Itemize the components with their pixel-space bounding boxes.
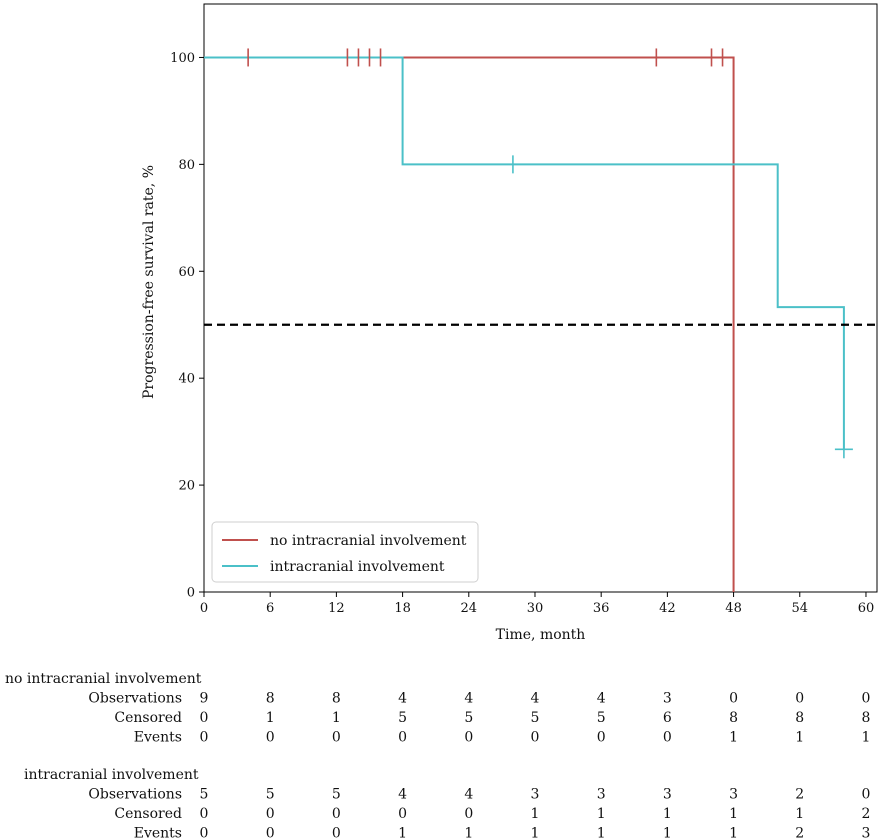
risk-table-cell: 3 xyxy=(531,787,540,803)
risk-table-cell: 1 xyxy=(398,826,407,839)
risk-table-cell: 3 xyxy=(663,691,672,707)
risk-table-cell: 0 xyxy=(332,806,341,822)
risk-table-cell: 9 xyxy=(200,691,209,707)
risk-table-cell: 6 xyxy=(663,710,672,726)
risk-table-cell: 2 xyxy=(862,806,871,822)
risk-table-cell: 1 xyxy=(795,806,804,822)
legend-label-1: no intracranial involvement xyxy=(270,533,467,549)
risk-table-cell: 4 xyxy=(531,691,540,707)
risk-table-cell: 5 xyxy=(200,787,209,803)
x-axis-title: Time, month xyxy=(496,627,586,643)
y-tick-label: 20 xyxy=(178,479,195,494)
risk-table-cell: 0 xyxy=(332,826,341,839)
x-tick-label: 54 xyxy=(791,601,808,616)
risk-table-cell: 3 xyxy=(729,787,738,803)
risk-table-cell: 1 xyxy=(531,826,540,839)
risk-table-cell: 0 xyxy=(200,806,209,822)
risk-table-cell: 1 xyxy=(795,730,804,746)
risk-table-cell: 1 xyxy=(597,806,606,822)
risk-table-cell: 5 xyxy=(266,787,275,803)
plot-frame xyxy=(203,3,878,593)
x-tick-label: 0 xyxy=(200,601,208,616)
risk-table-row-label: Censored xyxy=(114,710,182,726)
risk-table-cell: 4 xyxy=(398,787,407,803)
risk-table-cell: 4 xyxy=(464,787,473,803)
risk-table-cell: 1 xyxy=(862,730,871,746)
risk-table-cell: 1 xyxy=(266,710,275,726)
x-tick-label: 6 xyxy=(266,601,274,616)
risk-table-cell: 0 xyxy=(266,826,275,839)
risk-table-cell: 8 xyxy=(795,710,804,726)
risk-table-cell: 2 xyxy=(795,826,804,839)
risk-table-cell: 0 xyxy=(663,730,672,746)
x-tick-label: 42 xyxy=(659,601,676,616)
risk-table-group-title: intracranial involvement xyxy=(24,767,199,783)
risk-table-cell: 8 xyxy=(729,710,738,726)
risk-table-cell: 2 xyxy=(795,787,804,803)
risk-table-cell: 0 xyxy=(531,730,540,746)
risk-table-cell: 0 xyxy=(200,730,209,746)
risk-table-cell: 0 xyxy=(597,730,606,746)
risk-table-cell: 0 xyxy=(862,691,871,707)
x-tick-label: 24 xyxy=(461,601,478,616)
risk-table-cell: 3 xyxy=(862,826,871,839)
risk-table-cell: 0 xyxy=(464,730,473,746)
risk-table-group-title: no intracranial involvement xyxy=(5,671,202,687)
y-tick-label: 100 xyxy=(170,51,195,66)
risk-table-cell: 1 xyxy=(729,730,738,746)
legend-label-2: intracranial involvement xyxy=(270,559,445,575)
x-tick-label: 48 xyxy=(725,601,742,616)
risk-table-cell: 0 xyxy=(266,806,275,822)
risk-table-cell: 5 xyxy=(464,710,473,726)
risk-table-cell: 1 xyxy=(597,826,606,839)
risk-table-cell: 0 xyxy=(862,787,871,803)
risk-table-cell: 5 xyxy=(531,710,540,726)
risk-table-cell: 4 xyxy=(398,691,407,707)
risk-table-cell: 5 xyxy=(332,787,341,803)
risk-table-cell: 3 xyxy=(597,787,606,803)
risk-table-cell: 0 xyxy=(464,806,473,822)
risk-table-cell: 0 xyxy=(266,730,275,746)
y-tick-label: 40 xyxy=(178,372,195,387)
km-curve-2 xyxy=(204,56,845,450)
risk-table-row-label: Observations xyxy=(88,787,182,803)
legend-box xyxy=(211,521,479,583)
x-tick-label: 30 xyxy=(527,601,544,616)
risk-table-cell: 8 xyxy=(862,710,871,726)
x-tick-label: 18 xyxy=(394,601,411,616)
risk-table-cell: 0 xyxy=(398,730,407,746)
risk-table-cell: 4 xyxy=(464,691,473,707)
risk-table-cell: 0 xyxy=(332,730,341,746)
risk-table-row-label: Events xyxy=(134,826,182,839)
risk-table-cell: 0 xyxy=(795,691,804,707)
risk-table-row-label: Censored xyxy=(114,806,182,822)
y-tick-label: 60 xyxy=(178,265,195,280)
risk-table-cell: 0 xyxy=(200,826,209,839)
risk-table-cell: 1 xyxy=(729,826,738,839)
x-tick-label: 60 xyxy=(858,601,875,616)
risk-table-cell: 4 xyxy=(597,691,606,707)
y-tick-label: 0 xyxy=(187,586,195,601)
x-tick-label: 12 xyxy=(328,601,345,616)
risk-table-cell: 1 xyxy=(531,806,540,822)
risk-table-cell: 0 xyxy=(200,710,209,726)
risk-table-row-label: Observations xyxy=(88,691,182,707)
risk-table-cell: 1 xyxy=(464,826,473,839)
risk-table-cell: 5 xyxy=(398,710,407,726)
risk-table-cell: 1 xyxy=(729,806,738,822)
risk-table-cell: 5 xyxy=(597,710,606,726)
risk-table-cell: 3 xyxy=(663,787,672,803)
x-tick-label: 36 xyxy=(593,601,610,616)
risk-table-cell: 0 xyxy=(398,806,407,822)
risk-table-cell: 8 xyxy=(266,691,275,707)
risk-table-cell: 1 xyxy=(663,806,672,822)
risk-table-cell: 0 xyxy=(729,691,738,707)
y-axis-title: Progression-free survival rate, % xyxy=(141,165,157,399)
risk-table-cell: 1 xyxy=(332,710,341,726)
risk-table-cell: 8 xyxy=(332,691,341,707)
y-tick-label: 80 xyxy=(178,158,195,173)
risk-table-row-label: Events xyxy=(134,730,182,746)
risk-table-cell: 1 xyxy=(663,826,672,839)
